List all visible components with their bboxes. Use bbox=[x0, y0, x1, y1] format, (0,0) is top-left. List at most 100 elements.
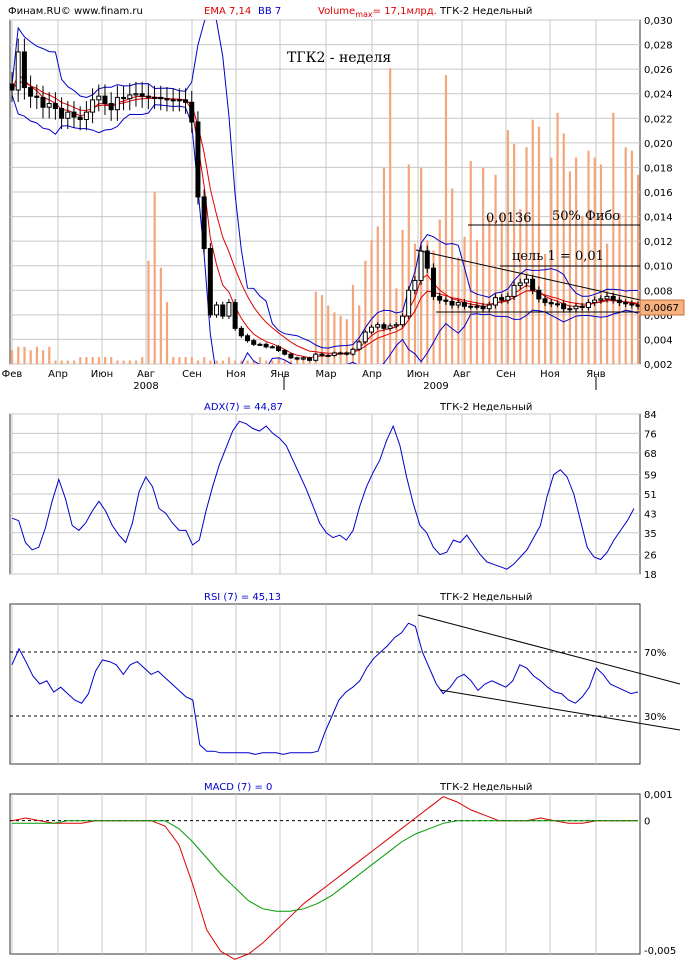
candle-body bbox=[362, 331, 368, 343]
volume-bar bbox=[358, 305, 361, 364]
price-y-tick-label: 0,012 bbox=[644, 237, 673, 248]
volume-bar bbox=[327, 305, 330, 364]
candle-body bbox=[133, 93, 139, 96]
candle-body bbox=[71, 111, 77, 118]
candle-body bbox=[257, 343, 263, 346]
volume-bar bbox=[432, 250, 435, 364]
rsi-panel-frame bbox=[9, 603, 641, 765]
candle-body bbox=[207, 248, 213, 316]
candle-body bbox=[158, 96, 164, 100]
price-x-tick-label: Мар bbox=[315, 369, 336, 380]
candle-body bbox=[28, 87, 34, 97]
volume-bar bbox=[103, 357, 107, 364]
candle-body bbox=[406, 289, 412, 317]
candle-body bbox=[387, 325, 393, 329]
volume-bar bbox=[475, 240, 479, 364]
candle-body bbox=[319, 353, 325, 356]
volume-bar bbox=[159, 267, 162, 364]
candle-body bbox=[183, 99, 189, 103]
candle-body bbox=[468, 305, 474, 308]
volume-bar bbox=[339, 315, 342, 364]
volume-bar bbox=[606, 243, 609, 364]
volume-bar bbox=[624, 147, 627, 364]
adx-y-tick-label: 35 bbox=[644, 529, 657, 540]
macd-title: MACD (7) = 0 bbox=[204, 782, 272, 793]
candle-body bbox=[381, 324, 387, 329]
volume-bar bbox=[209, 360, 212, 364]
volume-legend-sub: max bbox=[355, 10, 373, 19]
price-x-tick-label: Янв bbox=[270, 369, 289, 380]
volume-bar bbox=[320, 295, 324, 364]
candle-body bbox=[40, 96, 46, 108]
candle-body bbox=[474, 305, 480, 308]
volume-bar bbox=[277, 357, 280, 364]
candle-body bbox=[276, 346, 282, 351]
volume-bar bbox=[128, 360, 131, 364]
volume-bar bbox=[29, 350, 32, 364]
volume-bar bbox=[134, 360, 138, 364]
candle-body bbox=[536, 289, 542, 300]
volume-bar bbox=[23, 346, 26, 364]
candle-body bbox=[325, 354, 331, 357]
price-panel-ticker: ТГК-2 Недельный bbox=[439, 6, 532, 17]
candle-body bbox=[356, 341, 362, 350]
candle-body bbox=[282, 349, 288, 355]
macd-y-tick-label: -0,005 bbox=[644, 946, 676, 957]
price-x-tick-label: Июн bbox=[407, 369, 429, 380]
volume-bar bbox=[271, 360, 274, 364]
candle-body bbox=[344, 352, 350, 355]
candle-body bbox=[418, 250, 424, 281]
candle-body bbox=[337, 352, 343, 355]
price-y-tick-label: 0,022 bbox=[644, 114, 673, 125]
volume-bar bbox=[296, 357, 299, 364]
price-x-tick-label: Ноя bbox=[226, 369, 246, 380]
candle-body bbox=[455, 302, 461, 306]
price-y-tick-label: 0,010 bbox=[644, 262, 673, 273]
source-label: Финам.RU© www.finam.ru bbox=[8, 6, 143, 17]
signal-series-line bbox=[12, 820, 638, 912]
candle-body bbox=[492, 297, 498, 306]
volume-bar bbox=[389, 68, 392, 364]
candle-body bbox=[108, 103, 114, 111]
candle-body bbox=[486, 304, 492, 310]
adx-y-ticks: 18 26 35 43 51 59 68 76 84 bbox=[644, 410, 657, 581]
macd-y-tick-label: 0,001 bbox=[644, 790, 673, 801]
candle-body bbox=[96, 95, 102, 101]
volume-bar bbox=[41, 350, 45, 364]
adx-grid bbox=[10, 413, 640, 575]
volume-bar bbox=[203, 357, 206, 364]
volume-bar bbox=[494, 174, 497, 364]
candle-body bbox=[195, 121, 201, 198]
volume-bar bbox=[488, 216, 491, 364]
volume-bar bbox=[382, 167, 386, 364]
price-y-tick-label: 0,014 bbox=[644, 213, 673, 224]
candle-body bbox=[393, 324, 399, 327]
price-y-tick-label: 0,018 bbox=[644, 163, 673, 174]
volume-bar bbox=[587, 150, 590, 364]
volume-bar bbox=[637, 174, 640, 364]
volume-bar bbox=[141, 357, 144, 364]
price-y-tick-label: 0,030 bbox=[644, 16, 673, 27]
price-x-tick-label: Апр bbox=[362, 369, 382, 380]
candle-body bbox=[399, 315, 405, 326]
volume-bar bbox=[79, 357, 82, 364]
volume-bar bbox=[246, 360, 249, 364]
candle-body bbox=[623, 302, 629, 305]
bollinger-bands bbox=[11, 20, 639, 364]
volume-bar bbox=[172, 357, 175, 364]
candle-body bbox=[34, 95, 40, 98]
volume-bar bbox=[630, 150, 634, 364]
candle-body bbox=[77, 116, 83, 121]
rsi-ticker: ТГК-2 Недельный bbox=[439, 592, 532, 603]
fibo-value: 0,0136 bbox=[486, 211, 532, 226]
volume-bar bbox=[72, 360, 76, 364]
price-y-tick-label: 0,024 bbox=[644, 90, 673, 101]
rsi-grid bbox=[10, 604, 640, 764]
volume-bar bbox=[438, 219, 441, 364]
volume-bar bbox=[351, 284, 355, 364]
candle-body bbox=[437, 295, 443, 301]
price-x-tick-label: Апр bbox=[48, 369, 68, 380]
price-x-tick-label: Июн bbox=[91, 369, 113, 380]
volume-bar bbox=[550, 157, 553, 364]
volume-bar bbox=[221, 360, 224, 364]
